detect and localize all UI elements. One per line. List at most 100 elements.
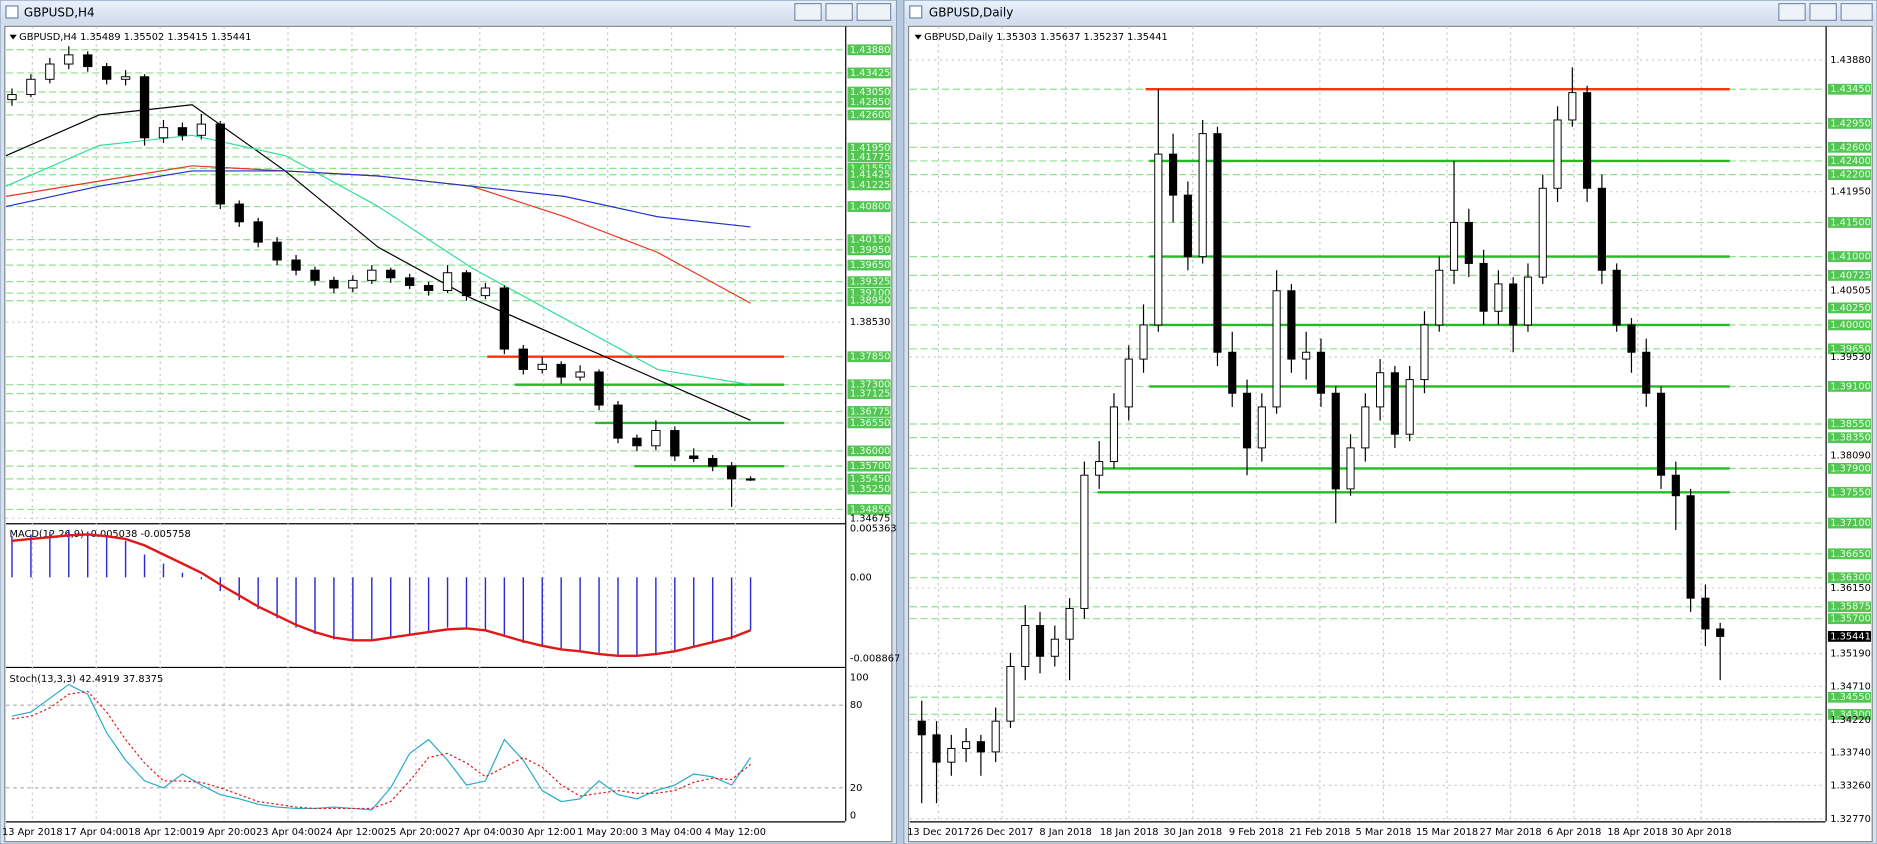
candle-body [442,272,453,292]
candle-body [1656,392,1666,476]
time-label: 18 Apr 12:00 [128,827,192,838]
candle-body [1538,187,1547,278]
candle-body [253,221,263,243]
level-label: 1.36300 [1830,573,1871,584]
level-label: 1.42600 [1830,142,1871,153]
level-label: 1.40250 [1830,303,1871,314]
candle-body [1272,290,1281,408]
time-label: 5 Mar 2018 [1356,827,1412,838]
close-button[interactable] [1840,2,1873,21]
time-label: 18 Apr 2018 [1607,827,1668,838]
current-price-label: 1.35441 [1830,631,1871,642]
level-label-box [847,473,891,485]
level-label: 1.37125 [850,389,891,400]
level-label: 1.36650 [1830,549,1871,560]
maximize-button[interactable] [825,2,853,21]
level-label: 1.35250 [850,484,891,495]
level-label: 1.38550 [1830,419,1871,430]
price-scale-label: 1.34220 [1830,715,1871,726]
candle-body [1080,474,1089,609]
stoch-main [11,683,752,811]
candle-body [726,465,737,480]
close-button[interactable] [856,2,892,21]
level-label: 1.41500 [1830,217,1871,228]
minimize-button[interactable] [794,2,822,21]
level-label-box [847,86,891,98]
level-label-box [1827,381,1872,392]
candle-body [1509,283,1518,326]
candle-body [991,720,1000,753]
level-label-box [847,504,891,515]
candle-body [1568,92,1577,121]
level-label: 1.42600 [850,110,891,121]
level-label-box [1827,343,1872,355]
candle-body [962,741,971,749]
candle-body [1449,221,1459,271]
candle-body [7,94,17,101]
time-label: 24 Apr 12:00 [320,827,384,838]
candle-body [310,269,320,281]
level-label-box [847,406,891,417]
candle-body [1435,269,1444,326]
candle-body [1627,324,1636,353]
level-label-box [1827,118,1872,129]
current-price-box [1827,630,1872,642]
candle-body [1346,447,1355,490]
candle-body [461,272,472,297]
moving-average [5,170,751,228]
header-arrow [914,34,922,40]
level-label: 1.38350 [1830,433,1871,444]
candle-body [1169,153,1178,196]
level-label-box [847,142,891,154]
minimize-button[interactable] [1778,2,1806,21]
level-label: 1.43425 [850,68,891,79]
candle-body [1021,625,1030,667]
candle-body [976,741,985,753]
stoch-scale-label: 80 [850,700,862,711]
maximize-button[interactable] [1809,2,1837,21]
candle-body [272,241,282,261]
level-label-box [1827,548,1872,560]
level-label-box [847,234,891,246]
level-label-box [847,445,891,457]
level-label: 1.36775 [850,406,891,417]
level-label-box [847,201,891,212]
price-scale-label: 1.34675 [850,513,891,524]
time-label: 23 Apr 04:00 [256,827,320,838]
level-label-box [847,169,891,181]
price-scale-label: 1.41950 [1830,187,1871,198]
candle-body [947,748,956,763]
price-scale-label: 1.33740 [1830,748,1871,759]
time-label: 4 May 12:00 [705,827,766,838]
time-label: 1 May 20:00 [577,827,638,838]
price-scale-label: 1.38530 [850,317,891,328]
candle-body [613,404,623,439]
candle-body [1420,324,1429,381]
candle-body [120,76,131,80]
price-scale-label: 1.33260 [1830,780,1871,791]
candle-body [83,54,93,68]
level-label: 1.41225 [850,180,891,191]
level-label: 1.34850 [850,504,891,515]
level-label: 1.39650 [850,260,891,271]
candle-body [1376,372,1385,408]
candle-body [1242,392,1252,449]
price-scale-label: 1.40505 [1830,285,1871,296]
time-label: 30 Jan 2018 [1163,827,1222,838]
candle-body [139,76,150,139]
level-label-box [847,259,891,271]
level-label-box [847,109,891,121]
window-icon [909,5,923,19]
level-label: 1.42200 [1830,170,1871,181]
level-label-box [1827,613,1872,625]
level-label: 1.43050 [850,87,891,98]
stoch-scale-label: 100 [850,673,869,684]
candle-body [234,203,244,223]
candle-body [480,287,491,297]
time-label: 8 Jan 2018 [1039,827,1091,838]
level-label-box [1827,217,1872,228]
level-label-box [847,351,891,363]
level-label: 1.37900 [1830,463,1871,474]
candle-body [632,437,642,447]
